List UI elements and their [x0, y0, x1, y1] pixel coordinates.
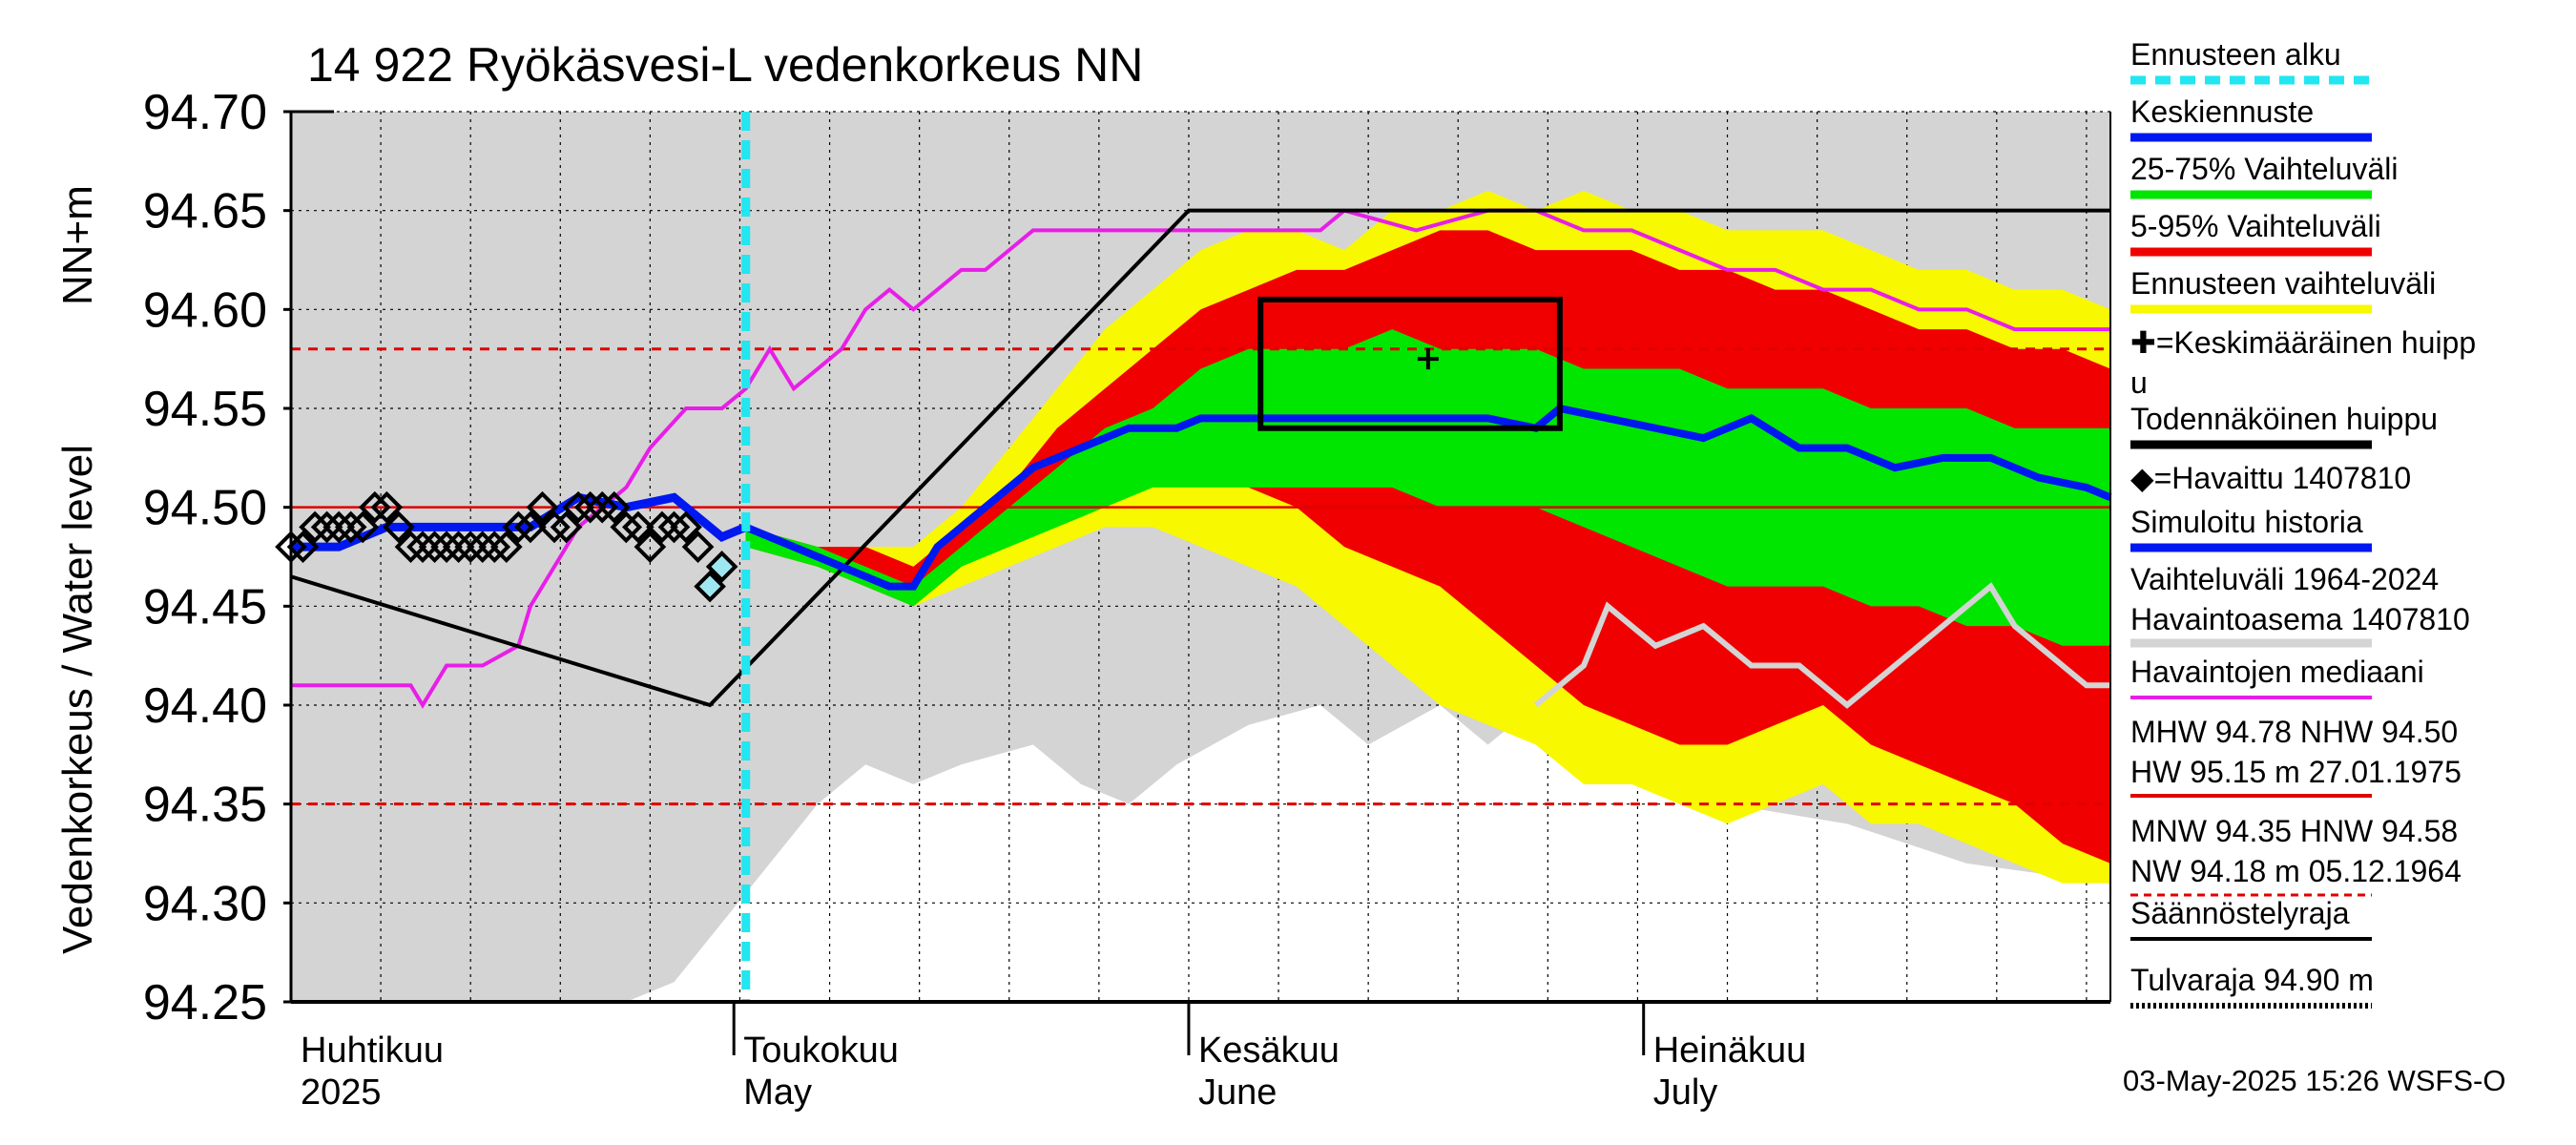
observed-point: [550, 510, 583, 544]
month-label-en: June: [1198, 1072, 1277, 1113]
observed-point: [562, 490, 594, 524]
legend-label: Tulvaraja 94.90 m: [2130, 963, 2374, 997]
legend-label: Vaihteluväli 1964-2024: [2130, 562, 2439, 596]
band-25-75: [745, 329, 2110, 646]
legend-label: MNW 94.35 HNW 94.58: [2130, 814, 2458, 848]
month-label-en: May: [743, 1072, 812, 1113]
y-axis-unit: NN+m: [54, 185, 101, 305]
legend-label: Todennäköinen huippu: [2130, 402, 2438, 436]
chart-title: 14 922 Ryökäsvesi-L vedenkorkeus NN: [307, 38, 1143, 92]
y-tick-labels: 94.70 94.65 94.60 94.55 94.50 94.45 94.40 94.35…: [143, 85, 267, 1030]
observed-point: [383, 510, 415, 544]
observed-point: [610, 510, 643, 544]
observed-point: [573, 490, 607, 524]
month-label-fi: Toukokuu: [743, 1030, 899, 1071]
station-grey-line: [1533, 582, 2110, 709]
regulation-limit-line: [290, 208, 2110, 708]
observed-point: [322, 510, 356, 544]
observed-point: [538, 510, 571, 544]
legend-label: ✚=Keskimääräinen huipp: [2130, 325, 2476, 360]
observed-point: [418, 531, 451, 563]
y-axis-label: Vedenkorkeus / Water level: [54, 445, 101, 954]
observed-point: [310, 510, 343, 544]
observed-point: [478, 531, 511, 563]
legend-label: MHW 94.78 NHW 94.50: [2130, 715, 2458, 749]
y-tick-label: 94.70: [143, 85, 267, 140]
footer-timestamp: 03-May-2025 15:26 WSFS-O: [2123, 1064, 2505, 1097]
month-label-fi: Huhtikuu: [301, 1030, 444, 1071]
observed-point: [334, 510, 367, 544]
month-label-fi: Kesäkuu: [1198, 1030, 1340, 1071]
observed-point: [670, 510, 702, 544]
y-tick-label: 94.30: [143, 876, 267, 931]
legend-label: Keskiennuste: [2130, 94, 2314, 129]
y-tick-label: 94.65: [143, 184, 267, 239]
legend-label-2: u: [2130, 365, 2148, 400]
observed-point: [454, 531, 488, 563]
mean-forecast-line: [744, 404, 2112, 591]
legend-label: 5-95% Vaihteluväli: [2130, 209, 2381, 243]
observed-point: [394, 531, 427, 563]
month-label-en: 2025: [301, 1072, 382, 1113]
mean-peak-marker: [1417, 348, 1439, 370]
month-label-en: July: [1653, 1072, 1718, 1113]
month-label-fi: Heinäkuu: [1653, 1030, 1807, 1071]
y-tick-label: 94.55: [143, 382, 267, 437]
observed-point: [442, 531, 475, 563]
legend-label: Säännöstelyraja: [2130, 896, 2350, 930]
observed-point: [370, 490, 404, 524]
observed-point: [299, 510, 331, 544]
legend-label: Havaintojen mediaani: [2130, 655, 2424, 689]
y-tick-label: 94.45: [143, 579, 267, 635]
observed-point: [646, 510, 678, 544]
observed-point: [346, 510, 380, 544]
legend: Ennusteen alku Keskiennuste 25-75% Vaihtel…: [2130, 37, 2476, 1009]
observed-point: [681, 531, 715, 563]
observed-point: [358, 490, 391, 524]
observed-point: [466, 531, 499, 563]
legend-label-2: NW 94.18 m 05.12.1964: [2130, 854, 2462, 888]
probable-peak-box: [1257, 296, 1563, 431]
observed-point: [657, 510, 691, 544]
observed-point: [406, 531, 439, 563]
y-tick-label: 94.50: [143, 481, 267, 536]
observed-point: [705, 551, 738, 583]
plot-area: [275, 110, 2112, 1004]
observed-point: [622, 510, 654, 544]
y-tick-label: 94.35: [143, 778, 267, 833]
observed-point: [526, 490, 559, 524]
y-tick-label: 94.25: [143, 975, 267, 1030]
observed-point: [502, 510, 535, 544]
observed-point: [634, 531, 667, 563]
legend-label: Ennusteen vaihteluväli: [2130, 266, 2436, 301]
observed-point: [514, 510, 547, 544]
observed-point: [286, 531, 320, 563]
y-tick-label: 94.40: [143, 678, 267, 734]
observed-point: [597, 490, 631, 524]
observed-point: [586, 490, 619, 524]
legend-label-2: HW 95.15 m 27.01.1975: [2130, 755, 2462, 789]
observed-point: [694, 570, 726, 603]
legend-label: Simuloitu historia: [2130, 505, 2363, 539]
legend-label: Ennusteen alku: [2130, 37, 2341, 72]
legend-label: 25-75% Vaihteluväli: [2130, 152, 2398, 186]
legend-label: ◆=Havaittu 1407810: [2130, 461, 2411, 495]
observed-point: [490, 531, 523, 563]
y-tick-label: 94.60: [143, 282, 267, 338]
legend-label-2: Havaintoasema 1407810: [2130, 602, 2470, 636]
observed-point: [430, 531, 463, 563]
